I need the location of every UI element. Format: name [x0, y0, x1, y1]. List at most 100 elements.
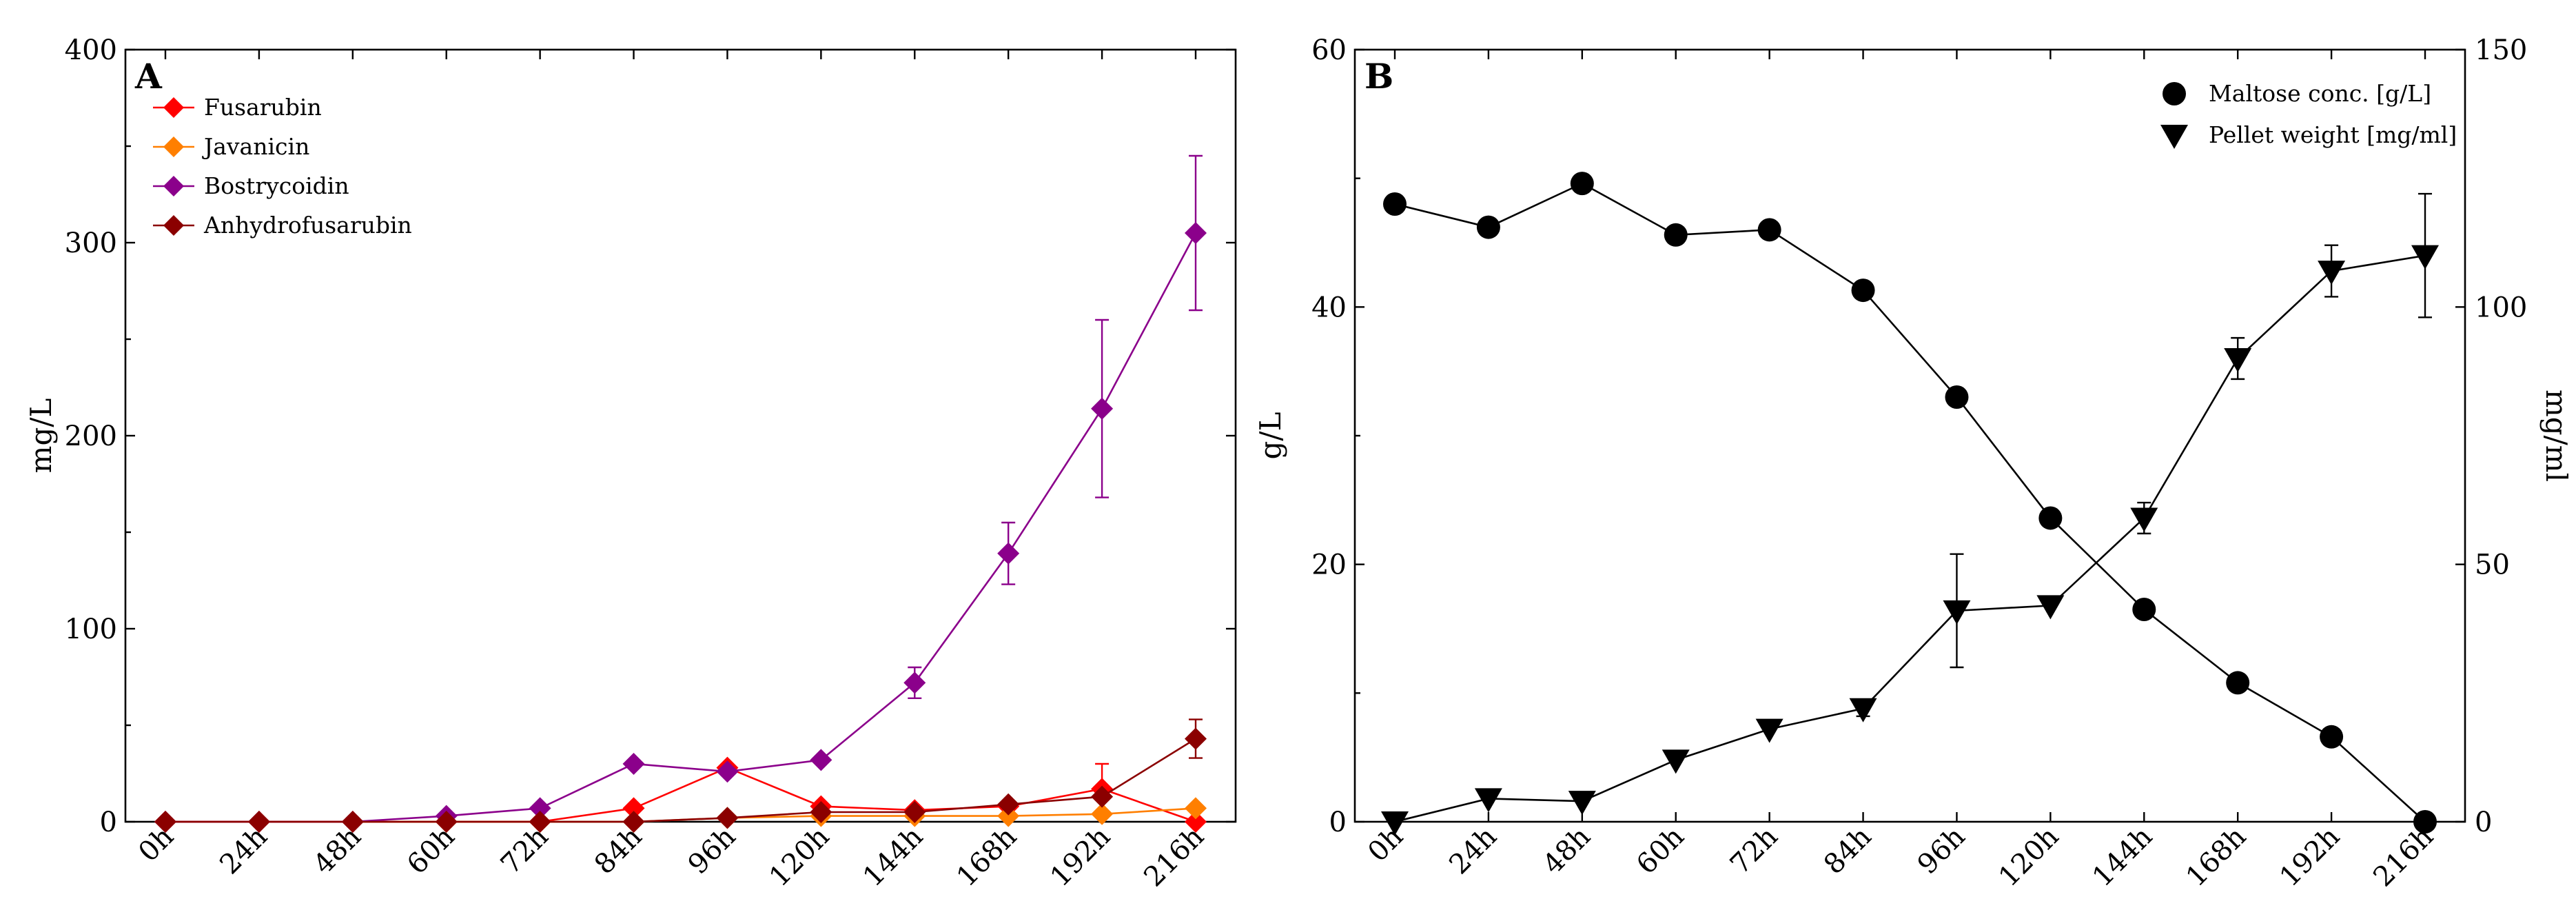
data-point: [716, 760, 739, 783]
data-point: [1091, 785, 1114, 808]
y-tick-label: 0: [100, 807, 117, 838]
y-tick-label: 300: [65, 228, 117, 259]
data-point: [997, 805, 1020, 827]
data-point: [1474, 788, 1502, 813]
data-point: [810, 801, 832, 823]
series-maltose-conc-g-l: [1383, 172, 2437, 833]
x-tick-label: 72h: [1724, 821, 1784, 881]
data-point: [1476, 215, 1500, 239]
data-point: [997, 793, 1020, 816]
data-point: [529, 811, 551, 833]
data-point: [622, 797, 645, 820]
legend: Maltose conc. [g/L] Pellet weight [mg/ml]: [2160, 80, 2457, 149]
legend-label: Pellet weight [mg/ml]: [2209, 121, 2457, 148]
data-point: [2413, 810, 2437, 833]
x-tick-label: 60h: [401, 821, 461, 881]
legend-marker: [163, 136, 184, 157]
legend-marker: [2160, 125, 2188, 149]
x-tick-label: 96h: [1912, 821, 1972, 881]
legend-marker: [163, 176, 184, 196]
data-point: [1185, 222, 1207, 244]
data-point: [2411, 245, 2439, 270]
panel-letter: A: [134, 56, 163, 97]
data-point: [154, 811, 176, 833]
x-tick-label: 216h: [1138, 821, 1210, 893]
legend-label: Fusarubin: [204, 94, 322, 121]
data-point: [2320, 725, 2344, 749]
y2-tick-label: 0: [2475, 807, 2492, 838]
legend-marker: [163, 97, 184, 118]
series-bostrycoidin: [154, 154, 1207, 833]
x-tick-label: 168h: [951, 821, 1023, 893]
y-axis-title: g/L: [1254, 412, 1287, 460]
data-point: [1664, 223, 1688, 247]
series-line: [1394, 182, 2426, 822]
data-point: [997, 542, 1020, 565]
data-point: [903, 671, 926, 694]
data-point: [716, 807, 739, 829]
y2-axis-title: mg/ml: [2539, 390, 2573, 482]
data-point: [529, 797, 551, 820]
data-point: [1185, 797, 1207, 820]
data-point: [1849, 698, 1877, 722]
data-point: [1757, 218, 1781, 242]
x-tick-label: 144h: [2087, 821, 2159, 893]
legend-label: Anhydrofusarubin: [203, 212, 412, 239]
data-point: [341, 811, 364, 833]
legend-label: Maltose conc. [g/L]: [2209, 80, 2431, 107]
data-point: [1381, 811, 1409, 836]
data-point: [1185, 811, 1207, 833]
x-tick-label: 120h: [1993, 821, 2065, 893]
x-tick-label: 48h: [1537, 821, 1597, 881]
data-point: [2226, 671, 2250, 695]
data-point: [2318, 261, 2346, 285]
data-point: [1662, 749, 1690, 774]
data-point: [810, 749, 832, 771]
series-line: [165, 767, 1196, 823]
x-tick-label: 120h: [764, 821, 836, 893]
data-point: [2038, 506, 2063, 530]
legend-label: Bostrycoidin: [204, 172, 349, 199]
data-point: [1943, 600, 1971, 625]
data-point: [1851, 279, 1875, 303]
series-line: [1394, 254, 2426, 823]
y-tick-label: 0: [1329, 807, 1347, 838]
data-point: [2130, 507, 2158, 532]
data-point: [2132, 598, 2156, 621]
data-point: [622, 753, 645, 775]
plot-frame: [1353, 48, 2466, 823]
x-tick-label: 0h: [1362, 821, 1409, 869]
x-tick-label: 0h: [132, 821, 180, 869]
legend-marker: [163, 215, 184, 236]
data-point: [2036, 595, 2065, 620]
data-point: [1755, 718, 1783, 743]
x-tick-label: 84h: [589, 821, 648, 881]
x-tick-label: 192h: [1044, 821, 1116, 893]
y-tick-label: 200: [65, 421, 117, 452]
x-tick-label: 24h: [1443, 821, 1503, 881]
y2-tick-label: 150: [2475, 34, 2527, 66]
data-point: [1568, 791, 1596, 816]
panel-letter: B: [1364, 56, 1393, 97]
y-tick-label: 60: [1311, 34, 1347, 66]
series-javanicin: [154, 797, 1207, 833]
y2-tick-label: 100: [2475, 292, 2527, 323]
x-tick-label: 144h: [857, 821, 930, 893]
panel-a: A 0 100 200 300 400 0h 24h 48h 60h 72h 84h 96h 120h 14…: [24, 34, 1237, 893]
y-tick-label: 400: [65, 34, 117, 66]
data-point: [903, 801, 926, 823]
panel-b: B 0 20 40 60 0 50 100 150 0h 24h 48h 60h 72h 84h 96h 120…: [1254, 34, 2573, 893]
data-point: [1185, 727, 1207, 750]
legend: Fusarubin Javanicin Bostrycoidin Anhydrofus…: [153, 94, 412, 239]
data-point: [1091, 397, 1114, 420]
x-tick-label: 72h: [495, 821, 555, 881]
data-point: [1945, 385, 1969, 409]
series-anhydrofusarubin: [154, 718, 1207, 833]
y-tick-label: 40: [1311, 292, 1347, 323]
y-axis-title: mg/L: [24, 398, 58, 474]
y-tick-label: 20: [1311, 549, 1347, 581]
data-point: [435, 811, 458, 833]
series-line: [165, 232, 1197, 823]
y-tick-label: 100: [65, 614, 117, 645]
